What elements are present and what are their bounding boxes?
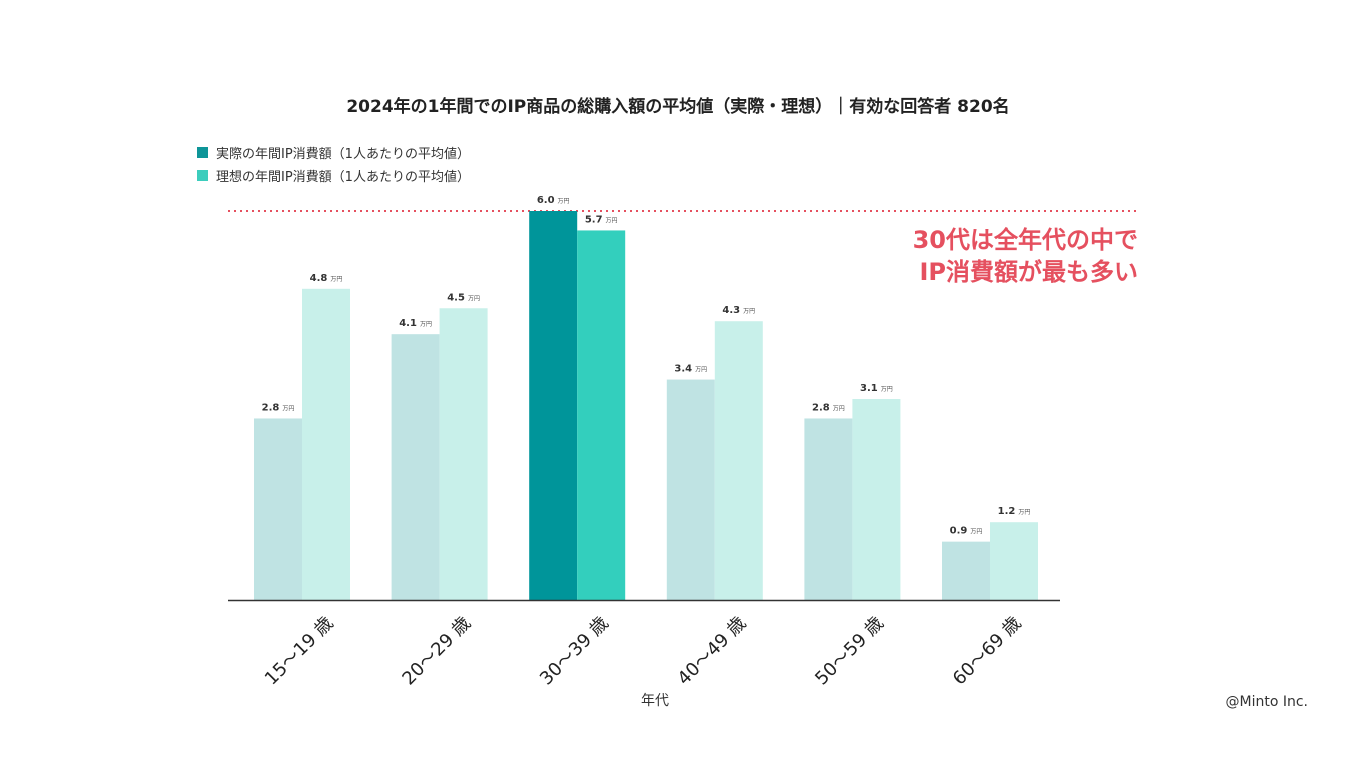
bar-actual-3 <box>666 379 715 600</box>
data-label-ideal-0: 4.8 万円 <box>310 273 343 284</box>
data-label-ideal-1: 4.5 万円 <box>447 292 480 303</box>
x-tick-label-1: 20～29 歳 <box>398 613 475 690</box>
legend-swatch-actual <box>197 147 208 158</box>
legend-item-actual: 実際の年間IP消費額（1人あたりの平均値） <box>197 143 470 162</box>
data-label-ideal-3: 4.3 万円 <box>722 305 755 316</box>
data-label-actual-5: 0.9 万円 <box>950 526 983 537</box>
data-label-ideal-2: 5.7 万円 <box>585 214 618 225</box>
x-tick-label-0: 15～19 歳 <box>261 613 338 690</box>
bar-actual-2 <box>529 211 578 600</box>
x-tick-label-2: 30～39 歳 <box>536 613 613 690</box>
data-label-actual-1: 4.1 万円 <box>399 318 432 329</box>
bar-ideal-2 <box>577 230 626 600</box>
bar-actual-5 <box>942 541 990 600</box>
data-label-ideal-4: 3.1 万円 <box>860 383 893 394</box>
legend-item-ideal: 理想の年間IP消費額（1人あたりの平均値） <box>197 166 470 185</box>
data-label-actual-4: 2.8 万円 <box>812 402 845 413</box>
bar-actual-1 <box>391 334 440 600</box>
bar-ideal-4 <box>852 399 901 600</box>
credit-text: @Minto Inc. <box>1225 694 1309 710</box>
bar-actual-0 <box>254 418 302 600</box>
callout-line-1: 30代は全年代の中で <box>912 226 1138 254</box>
x-tick-label-3: 40～49 歳 <box>674 613 751 690</box>
legend-swatch-ideal <box>197 170 208 181</box>
callout-annotation: 30代は全年代の中で IP消費額が最も多い <box>913 224 1138 288</box>
bar-ideal-1 <box>439 308 488 600</box>
data-label-actual-0: 2.8 万円 <box>262 402 295 413</box>
legend-label-actual: 実際の年間IP消費額（1人あたりの平均値） <box>216 147 470 162</box>
x-tick-label-5: 60～69 歳 <box>949 613 1026 690</box>
x-tick-label-4: 50～59 歳 <box>811 613 888 690</box>
data-label-actual-3: 3.4 万円 <box>674 364 707 375</box>
bar-actual-4 <box>804 418 853 600</box>
bar-ideal-5 <box>990 522 1038 600</box>
data-label-ideal-5: 1.2 万円 <box>998 506 1031 517</box>
legend-label-ideal: 理想の年間IP消費額（1人あたりの平均値） <box>216 170 470 185</box>
bar-ideal-3 <box>714 321 763 600</box>
bar-ideal-0 <box>302 288 350 600</box>
chart-title: 2024年の1年間でのIP商品の総購入額の平均値（実際・理想）｜有効な回答者 8… <box>346 97 1010 117</box>
data-label-actual-2: 6.0 万円 <box>537 195 570 206</box>
x-axis-label: 年代 <box>641 693 669 709</box>
callout-line-2: IP消費額が最も多い <box>919 258 1138 286</box>
